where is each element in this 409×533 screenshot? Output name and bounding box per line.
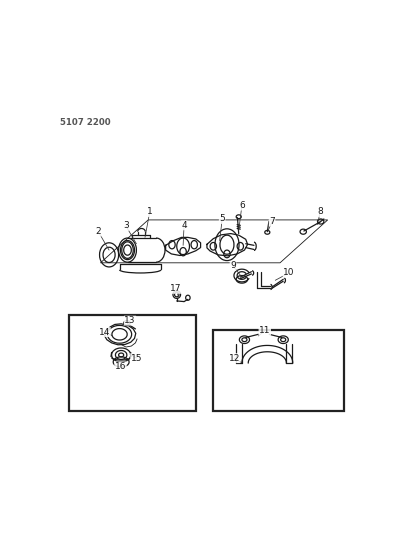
Text: 8: 8 <box>317 207 322 216</box>
Text: 5: 5 <box>219 214 225 223</box>
Bar <box>213 329 343 410</box>
Text: 7: 7 <box>269 217 274 226</box>
Text: 12: 12 <box>228 353 239 362</box>
Text: 17: 17 <box>170 285 181 293</box>
Text: 14: 14 <box>99 328 110 336</box>
Text: 13: 13 <box>124 316 135 325</box>
Text: 4: 4 <box>181 221 187 230</box>
Text: 1: 1 <box>146 207 152 216</box>
Text: 3: 3 <box>123 221 128 230</box>
Text: 9: 9 <box>229 262 235 270</box>
Text: 16: 16 <box>115 362 126 371</box>
Text: 10: 10 <box>283 269 294 278</box>
Text: 15: 15 <box>130 353 142 362</box>
Bar <box>69 315 196 410</box>
Text: 5107 2200: 5107 2200 <box>60 118 110 127</box>
Text: 2: 2 <box>95 227 101 236</box>
Text: 6: 6 <box>238 201 244 210</box>
Text: 11: 11 <box>258 326 270 335</box>
